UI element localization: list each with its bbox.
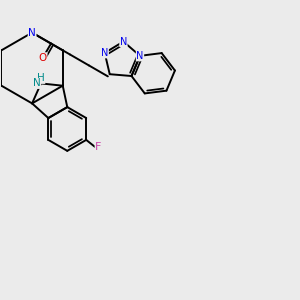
Text: F: F <box>95 142 102 152</box>
Text: H: H <box>37 74 45 83</box>
Text: N: N <box>28 28 36 38</box>
Text: N: N <box>136 51 144 61</box>
Text: N: N <box>33 78 41 88</box>
Text: N: N <box>120 37 127 46</box>
Text: N: N <box>101 48 108 58</box>
Text: O: O <box>39 53 47 63</box>
